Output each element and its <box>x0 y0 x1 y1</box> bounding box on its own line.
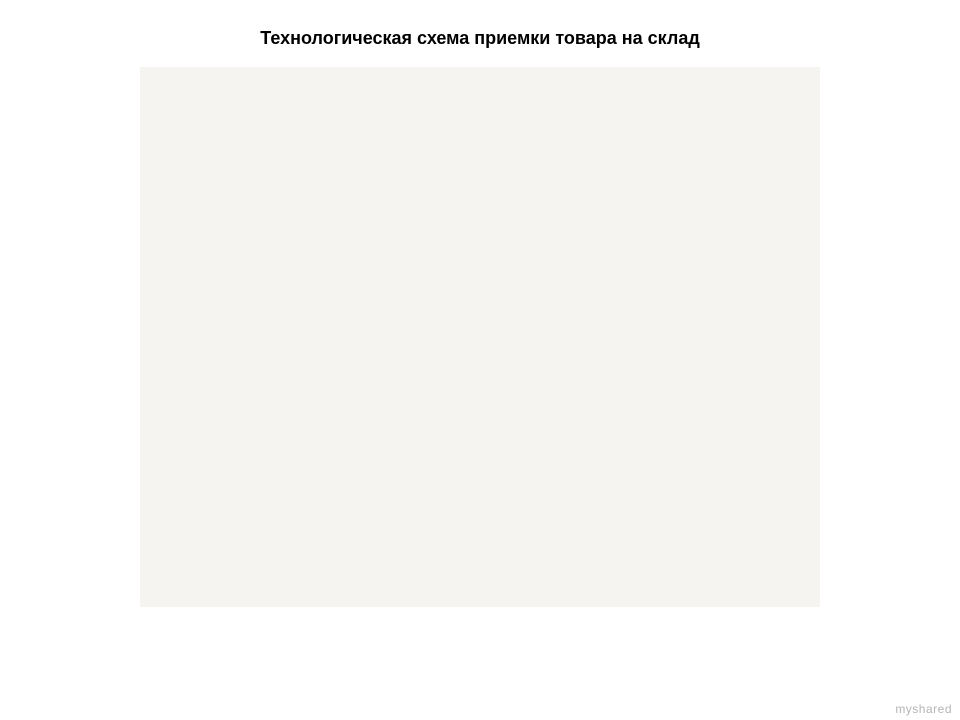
flowchart-canvas: нетдаестьнетнетда Получить сопроводитель… <box>140 67 820 607</box>
page-title: Технологическая схема приемки товара на … <box>0 0 960 67</box>
watermark: myshared <box>895 702 952 716</box>
